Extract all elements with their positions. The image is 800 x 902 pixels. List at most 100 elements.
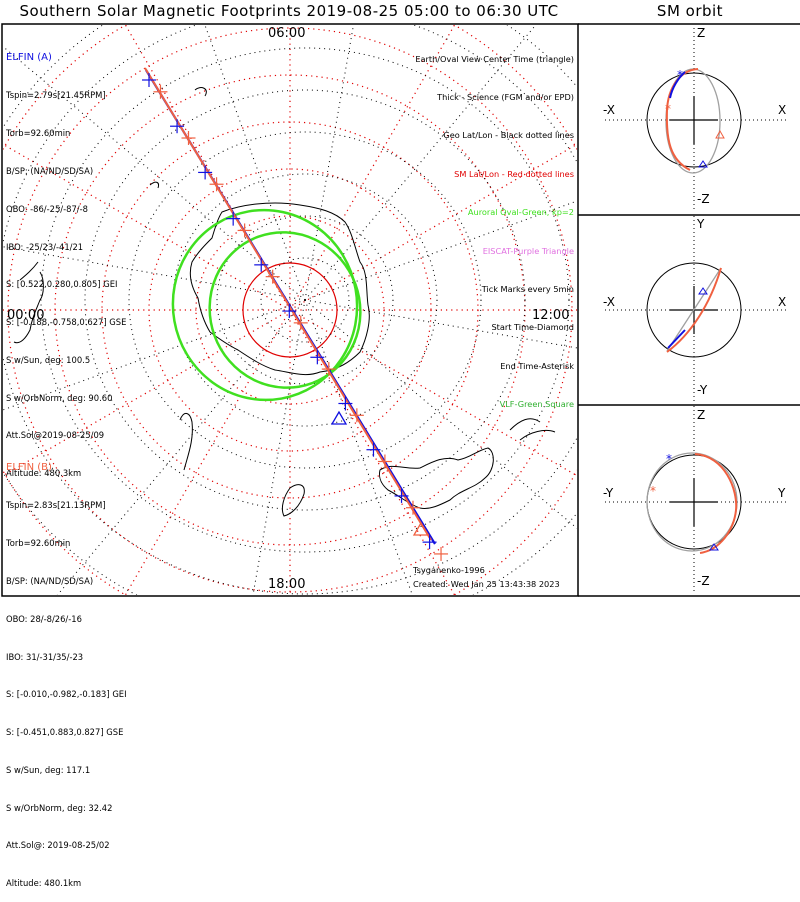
elfin-a-line: S w/OrbNorm, deg: 90.60 — [6, 392, 113, 403]
legend-item: VLF-Green Square — [499, 399, 574, 410]
elfin-a-view-center-triangle — [330, 410, 348, 425]
australia-coastline — [379, 447, 494, 509]
geo-latitude-circle — [216, 215, 394, 385]
earth-circle — [646, 262, 742, 358]
orbit-yz-left-label: -Y — [603, 486, 614, 500]
mlt-label-right: 12:00 — [532, 308, 570, 323]
geo-longitude-line — [3, 246, 306, 301]
geo-longitude-line — [304, 299, 577, 349]
elfin-a-line: Tspin=2.79s[21.45RPM] — [6, 90, 106, 101]
auroral-oval-outer — [171, 208, 359, 402]
antarctica-coastline — [189, 202, 370, 376]
orbit-xz-right-label: X — [778, 103, 787, 117]
africa-coastline — [179, 413, 193, 471]
elfin-a-line: Torb=92.60min — [6, 128, 71, 139]
legend-item: SM Lat/Lon - Red dotted lines — [454, 168, 574, 179]
orbit-yz-top-label: Z — [697, 408, 706, 422]
elfin-b-line: S: [-0.010,-0.982,-0.183] GEI — [6, 689, 127, 700]
orbit-xy-left-label: -X — [603, 295, 615, 309]
legend-item: End Time-Asterisk — [500, 360, 574, 371]
orbit-yz-triangle — [709, 543, 719, 551]
orbit-xz-triangle — [698, 160, 708, 168]
orbit-panel-title: SM orbit — [656, 2, 724, 20]
elfin-b-info: ELFIN (B) Tspin=2.83s[21.13RPM] Torb=92.… — [6, 436, 127, 902]
elfin-b-line: S w/OrbNorm, deg: 32.42 — [6, 802, 113, 813]
geo-latitude-circle — [40, 47, 570, 553]
legend-item: Tick Marks every 5min — [481, 283, 574, 294]
orbit-xz-bottom-label: -Z — [697, 192, 710, 206]
geo-longitude-line — [3, 45, 306, 301]
mlt-label-top: 06:00 — [268, 26, 306, 41]
island-coastline — [149, 87, 207, 189]
south-america-coastline — [13, 261, 44, 344]
footprint-map: * * * * — [1, 23, 800, 597]
elfin-b-line: OBO: 28/-8/26/-16 — [6, 613, 82, 624]
auroral-oval-inner — [208, 231, 362, 389]
geo-longitude-line — [252, 299, 306, 595]
geo-longitude-line — [304, 299, 577, 529]
orbit-yz-elfin-b — [694, 453, 738, 554]
orbit-xy-path — [666, 267, 722, 352]
legend-item: Start Time-Diamond — [491, 322, 574, 333]
elfin-b-name: ELFIN (B) — [6, 462, 52, 474]
elfin-b-line: Att.Sol@: 2019-08-25/02 — [6, 840, 110, 851]
elfin-a-line: S: [0.522,0.280,0.805] GEI — [6, 279, 118, 290]
orbit-xz-elfin-a — [669, 71, 686, 99]
elfin-b-line: B/SP: (NA/ND/SD/SA) — [6, 575, 94, 586]
orbit-yz-end-asterisk: * — [650, 484, 656, 498]
elfin-a-line: IBO: -25/23/-41/21 — [6, 241, 84, 252]
elfin-b-line: IBO: 31/-31/35/-23 — [6, 651, 84, 662]
orbit-xz-end-asterisk: * — [665, 102, 671, 116]
orbit-yz-bottom-label: -Z — [697, 574, 710, 588]
geo-longitude-line — [204, 25, 306, 301]
elfin-b-track — [144, 67, 432, 541]
legend-item: Earth/Oval View Center Time (triangle) — [415, 53, 574, 64]
orbit-xz-top-label: Z — [697, 26, 706, 40]
elfin-b-view-center-triangle — [412, 521, 430, 536]
legend-item: Geo Lat/Lon - Black dotted lines — [443, 130, 574, 141]
geo-latitude-circle — [128, 131, 482, 469]
geo-longitude-line — [56, 299, 306, 595]
created-timestamp: Created: Wed Jan 25 13:43:38 2023 — [413, 579, 560, 589]
mlt-label-left: 00:00 — [7, 308, 45, 323]
geo-longitude-line — [304, 200, 577, 301]
map-frame — [1, 23, 579, 597]
island-coastline — [281, 484, 305, 517]
geo-latitude-circle — [84, 89, 526, 511]
legend-item: Thick - Science (FGM and/or EPD) — [437, 91, 574, 102]
elfin-b-line: Tspin=2.83s[21.13RPM] — [6, 500, 106, 511]
model-label: Tsyganenko-1996 — [413, 565, 485, 575]
orbit-xy-elfin-a — [667, 329, 686, 349]
elfin-a-line: B/SP: (NA/ND/SD/SA) — [6, 165, 94, 176]
legend-item: Auroral Oval-Green, kp=2 — [467, 207, 574, 218]
geo-longitude-line — [304, 25, 354, 301]
geo-latitude-circle — [260, 257, 350, 343]
legend-item: EISCAT-Purple Triangle — [482, 245, 574, 256]
orbit-xy-elfin-b — [666, 267, 722, 353]
legend: Earth/Oval View Center Time (triangle) T… — [415, 27, 574, 424]
elfin-b-line: Altitude: 480.1km — [6, 878, 82, 889]
orbit-xy-triangle — [698, 287, 708, 295]
earth-circle — [646, 72, 742, 168]
orbit-xy-right-label: X — [778, 295, 787, 309]
elfin-a-name: ELFIN (A) — [6, 52, 52, 64]
elfin-a-line: OBO: -86/-25/-87/-8 — [6, 203, 88, 214]
orbit-xy-top-label: Y — [697, 217, 705, 231]
elfin-b-line: S: [-0.451,0.883,0.827] GSE — [6, 727, 124, 738]
orbit-xy-bottom-label: -Y — [697, 383, 708, 397]
elfin-a-line: S: [-0.188,-0.758,0.627] GSE — [6, 317, 127, 328]
geo-longitude-line — [304, 25, 537, 301]
mlt-label-bottom: 18:00 — [268, 577, 306, 592]
elfin-a-line: S w/Sun, deg: 100.5 — [6, 354, 91, 365]
orbit-xz-end-asterisk: * — [677, 68, 683, 82]
new-zealand-coastline — [509, 418, 556, 441]
elfin-a-line: Altitude: 480.3km — [6, 468, 82, 479]
elfin-b-line: S w/Sun, deg: 117.1 — [6, 764, 91, 775]
orbit-yz-right-label: Y — [778, 486, 786, 500]
orbit-xz-triangle — [715, 129, 725, 139]
plot-title: Southern Solar Magnetic Footprints 2019-… — [19, 2, 559, 20]
geo-longitude-line — [3, 299, 306, 411]
orbit-xz-left-label: -X — [603, 103, 615, 117]
orbit-yz-end-asterisk: * — [666, 452, 672, 466]
elfin-a-line: Att.Sol@2019-08-25/09 — [6, 430, 105, 441]
